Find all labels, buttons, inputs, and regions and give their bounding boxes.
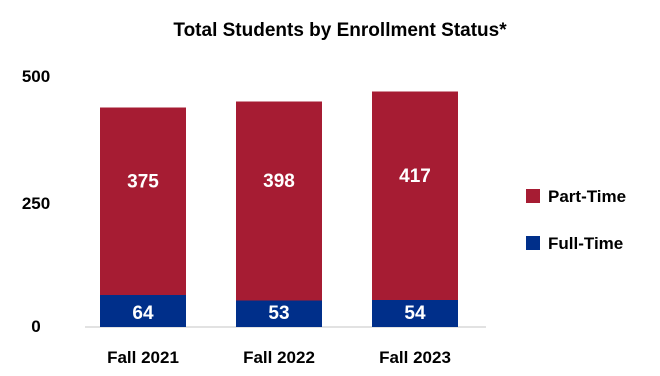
x-tick-label: Fall 2021	[107, 348, 179, 367]
x-tick-label: Fall 2022	[243, 348, 315, 367]
legend-swatch-full-time	[526, 236, 540, 250]
legend-swatch-part-time	[526, 189, 540, 203]
chart-title: Total Students by Enrollment Status*	[173, 20, 507, 41]
y-tick-label: 500	[22, 67, 50, 86]
data-label-full-time: 53	[268, 303, 289, 324]
x-tick-label: Fall 2023	[379, 348, 451, 367]
legend-label-full-time: Full-Time	[548, 234, 623, 253]
x-axis-labels: Fall 2021 Fall 2022 Fall 2023	[107, 348, 451, 367]
data-label-part-time: 398	[263, 171, 295, 192]
data-label-part-time: 417	[399, 166, 431, 187]
bar-part-time	[100, 107, 186, 295]
bars-group: 64 375 53 398 54 417	[100, 91, 458, 327]
y-axis: 500 250 0	[22, 67, 50, 336]
data-label-full-time: 64	[132, 303, 154, 324]
legend: Part-Time Full-Time	[526, 187, 626, 253]
bar-full-time	[236, 300, 322, 327]
bar-part-time	[236, 101, 322, 301]
bar-full-time	[372, 300, 458, 327]
bar-full-time	[100, 295, 186, 327]
y-tick-label: 250	[22, 194, 50, 213]
data-label-full-time: 54	[404, 303, 426, 324]
y-tick-label: 0	[31, 317, 40, 336]
bar-part-time	[372, 91, 458, 300]
data-label-part-time: 375	[127, 171, 159, 192]
legend-label-part-time: Part-Time	[548, 187, 626, 206]
